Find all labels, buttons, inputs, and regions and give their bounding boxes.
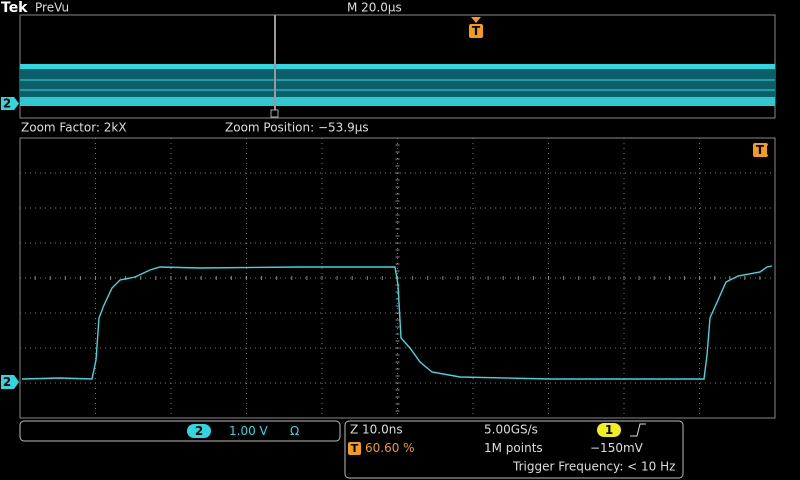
channel-marker-label: 2 — [3, 97, 11, 111]
zoom-factor: Zoom Factor: 2kX — [21, 121, 127, 135]
channel-scale: 1.00 V — [229, 424, 269, 438]
trigger-marker: T — [756, 143, 765, 157]
brand: Tek — [1, 0, 28, 16]
trigger-position: 60.60 % — [365, 441, 415, 455]
sample-rate: 5.00GS/s — [484, 423, 538, 437]
trigger-marker: T — [351, 442, 359, 455]
channel-marker-overview — [1, 97, 19, 110]
trigger-level: −150mV — [590, 441, 644, 455]
trigger-source: 1 — [605, 423, 613, 437]
channel-marker-main — [1, 375, 19, 389]
zoom-box — [270, 109, 279, 118]
trigger-arrow — [471, 17, 481, 23]
trigger-badge — [753, 143, 768, 157]
trigger-slope — [630, 423, 646, 437]
zoom-position: Zoom Position: −53.9µs — [225, 121, 369, 135]
acquisition-readout[interactable] — [344, 420, 684, 479]
trigger-source-badge — [597, 423, 621, 437]
mode: PreVu — [35, 1, 69, 15]
timebase: M 20.0µs — [347, 1, 402, 15]
waveform — [21, 265, 773, 380]
channel-badge — [187, 424, 211, 438]
overview-trace — [20, 64, 775, 106]
trigger-marker: T — [472, 24, 481, 38]
trigger-arrow — [767, 145, 772, 155]
trigger-position-badge — [348, 442, 361, 455]
trigger-frequency: Trigger Frequency: < 10 Hz — [512, 460, 675, 474]
channel-number: 2 — [195, 424, 203, 438]
zoom-scale: Z 10.0ns — [350, 423, 403, 437]
channel-marker-label: 2 — [3, 375, 11, 389]
channel-coupling: Ω — [290, 424, 299, 438]
channel-readout[interactable] — [19, 420, 341, 442]
record-length: 1M points — [484, 441, 543, 455]
trigger-badge — [469, 24, 483, 38]
